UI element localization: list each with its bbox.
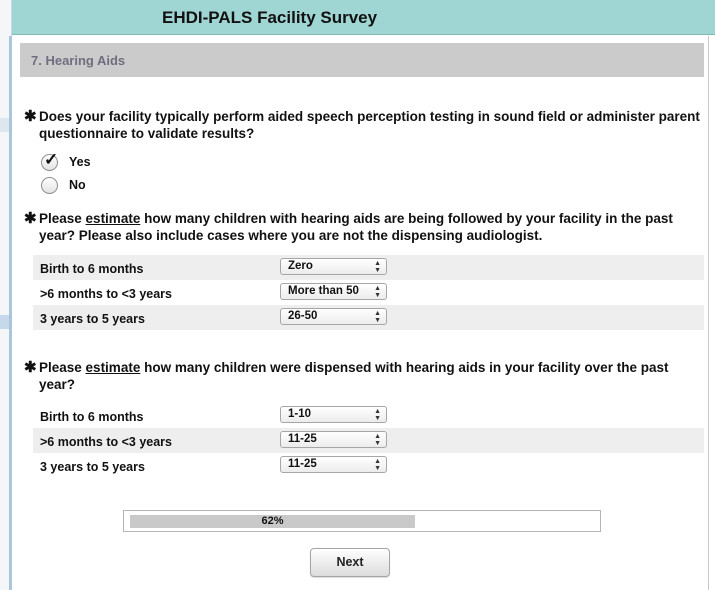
select-dropdown[interactable]: 1-10 ▲ ▼ [280, 406, 387, 423]
grid-children-dispensed: Birth to 6 months 1-10 ▲ ▼ >6 months to <… [33, 403, 704, 478]
section-header: 7. Hearing Aids [20, 43, 704, 77]
checkmark-icon: ✓ [44, 149, 59, 169]
question-children-followed: ✱ Please estimate how many children with… [24, 210, 704, 244]
grid-row: Birth to 6 months Zero ▲ ▼ [33, 255, 704, 280]
question-text-emphasis: estimate [85, 211, 141, 226]
progress-fill [130, 515, 415, 528]
row-label: 3 years to 5 years [40, 312, 145, 326]
left-rail-border [9, 36, 12, 590]
row-label: 3 years to 5 years [40, 460, 145, 474]
question-text-part: how many children with hearing aids are … [39, 211, 673, 243]
grid-children-followed: Birth to 6 months Zero ▲ ▼ >6 months to <… [33, 255, 704, 330]
header-bar: EHDI-PALS Facility Survey [0, 0, 715, 35]
page-title: EHDI-PALS Facility Survey [162, 8, 378, 27]
row-label: >6 months to <3 years [40, 435, 173, 449]
left-rail-marker [0, 118, 9, 132]
updown-arrows-icon: ▲ ▼ [374, 285, 381, 299]
question-text-part: how many children were dispensed with he… [39, 360, 669, 392]
question-aided-testing: ✱ Does your facility typically perform a… [24, 108, 704, 142]
radio-option-no[interactable]: No [41, 175, 86, 195]
select-dropdown[interactable]: More than 50 ▲ ▼ [280, 283, 387, 300]
left-rail [0, 0, 12, 590]
question-text-part: Please [39, 211, 86, 226]
section-title: 7. Hearing Aids [31, 53, 126, 68]
select-value: 1-10 [288, 408, 312, 420]
question-text: Please estimate how many children were d… [39, 359, 704, 393]
grid-row: >6 months to <3 years More than 50 ▲ ▼ [33, 280, 704, 305]
question-children-dispensed: ✱ Please estimate how many children were… [24, 359, 704, 393]
grid-row: 3 years to 5 years 11-25 ▲ ▼ [33, 453, 704, 478]
select-value: More than 50 [288, 285, 359, 297]
grid-row: 3 years to 5 years 26-50 ▲ ▼ [33, 305, 704, 330]
select-dropdown[interactable]: 11-25 ▲ ▼ [280, 456, 387, 473]
asterisk-icon: ✱ [24, 359, 37, 376]
updown-arrows-icon: ▲ ▼ [374, 433, 381, 447]
select-value: 26-50 [288, 310, 318, 322]
radio-label-no: No [69, 178, 86, 192]
progress-label: 62% [261, 515, 284, 527]
radio-button-yes[interactable]: ✓ [41, 150, 58, 171]
select-value: 11-25 [288, 458, 317, 470]
row-label: Birth to 6 months [40, 410, 144, 424]
row-label: Birth to 6 months [40, 262, 144, 276]
question-text: Does your facility typically perform aid… [39, 109, 700, 141]
select-dropdown[interactable]: 26-50 ▲ ▼ [280, 308, 387, 325]
asterisk-icon: ✱ [24, 108, 37, 125]
asterisk-icon: ✱ [24, 210, 37, 227]
grid-row: Birth to 6 months 1-10 ▲ ▼ [33, 403, 704, 428]
left-rail-marker [0, 315, 9, 329]
question-text-part: Please [39, 360, 86, 375]
grid-row: >6 months to <3 years 11-25 ▲ ▼ [33, 428, 704, 453]
next-button[interactable]: Next [310, 548, 390, 577]
updown-arrows-icon: ▲ ▼ [374, 408, 381, 422]
question-text-emphasis: estimate [85, 360, 141, 375]
select-dropdown[interactable]: Zero ▲ ▼ [280, 258, 387, 275]
select-dropdown[interactable]: 11-25 ▲ ▼ [280, 431, 387, 448]
updown-arrows-icon: ▲ ▼ [374, 310, 381, 324]
radio-button-no[interactable] [41, 176, 58, 194]
progress-bar: 62% [123, 510, 601, 532]
radio-label-yes: Yes [69, 155, 91, 169]
question-text: Please estimate how many children with h… [39, 210, 704, 244]
radio-option-yes[interactable]: ✓ Yes [41, 150, 91, 172]
updown-arrows-icon: ▲ ▼ [374, 260, 381, 274]
select-value: Zero [288, 260, 313, 272]
right-rail [708, 36, 715, 590]
row-label: >6 months to <3 years [40, 287, 173, 301]
updown-arrows-icon: ▲ ▼ [374, 458, 381, 472]
select-value: 11-25 [288, 433, 317, 445]
